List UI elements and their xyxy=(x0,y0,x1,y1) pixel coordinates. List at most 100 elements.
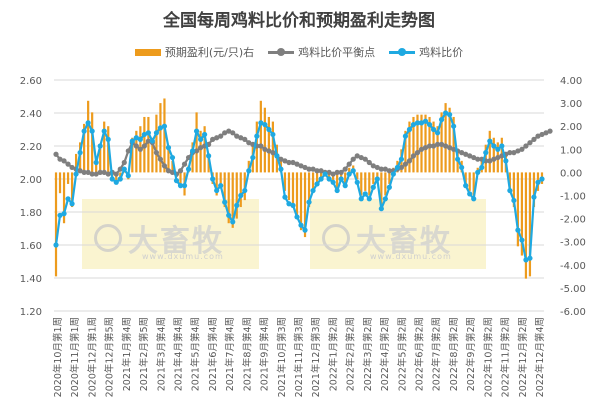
price-point xyxy=(101,128,107,134)
profit-bar xyxy=(215,172,218,196)
balance-point xyxy=(338,169,344,175)
profit-bar xyxy=(380,172,383,208)
balance-point xyxy=(141,143,147,149)
price-point xyxy=(374,176,380,182)
legend-item-balance[interactable]: 鸡料比价平衡点 xyxy=(268,44,375,60)
price-point xyxy=(222,199,228,205)
balance-point xyxy=(418,146,425,152)
legend-swatch-profit xyxy=(134,48,161,56)
balance-point xyxy=(161,163,168,169)
price-point xyxy=(507,187,513,194)
legend-item-price[interactable]: 鸡料比价 xyxy=(389,44,463,60)
right-axis-tick-label: -5.00 xyxy=(560,284,586,295)
price-point xyxy=(386,184,392,190)
x-axis-tick-label: 2022年2月第2周 xyxy=(345,317,357,391)
price-point xyxy=(113,179,119,185)
price-point xyxy=(406,126,413,133)
price-point xyxy=(262,121,268,128)
right-axis-tick-label: 3.00 xyxy=(560,99,582,110)
x-axis-tick-label: 2022年12月第4周 xyxy=(534,317,546,397)
price-point xyxy=(487,138,493,144)
balance-point xyxy=(463,151,469,157)
balance-point xyxy=(226,128,232,134)
profit-bar xyxy=(311,172,315,191)
profit-bar xyxy=(147,116,150,173)
x-axis-tick-label: 2021年7月第4周 xyxy=(224,317,236,391)
balance-point xyxy=(471,154,477,161)
price-point xyxy=(463,183,469,189)
profit-bar xyxy=(299,172,303,231)
x-axis-tick-label: 2021年11月第3周 xyxy=(293,317,305,397)
price-point xyxy=(334,187,340,194)
price-point xyxy=(346,171,352,177)
balance-point xyxy=(434,141,441,147)
price-point xyxy=(455,156,461,162)
profit-bar xyxy=(291,172,295,208)
balance-point xyxy=(523,143,529,149)
price-point xyxy=(133,135,139,141)
profit-bar xyxy=(508,172,511,191)
balance-point xyxy=(358,154,364,161)
right-axis-tick-label: -4.00 xyxy=(560,261,586,272)
price-point xyxy=(459,164,465,171)
profit-bar xyxy=(420,114,423,173)
profit-bar xyxy=(115,172,118,184)
price-point xyxy=(350,168,356,174)
price-point xyxy=(354,179,360,185)
watermark-logo-right: 大畜牧 xyxy=(322,216,452,260)
profit-bar xyxy=(167,149,170,173)
profit-bar xyxy=(412,116,415,173)
balance-point xyxy=(282,158,288,164)
profit-bar xyxy=(492,137,495,173)
left-axis-tick-label: 1.20 xyxy=(20,307,42,318)
balance-point xyxy=(105,171,111,177)
price-point xyxy=(302,227,308,233)
price-point xyxy=(531,194,537,200)
balance-point xyxy=(370,163,376,169)
price-point xyxy=(141,131,147,138)
profit-bar xyxy=(83,123,86,173)
balance-point xyxy=(414,150,421,156)
price-point xyxy=(161,123,168,129)
watermark-circle-icon xyxy=(94,224,122,252)
balance-point xyxy=(531,136,537,142)
profit-bar xyxy=(528,172,532,277)
price-point xyxy=(338,176,344,182)
balance-point xyxy=(402,161,409,167)
profit-bar xyxy=(87,100,90,173)
price-point xyxy=(129,138,135,144)
x-axis-tick-label: 2021年1月第4周 xyxy=(121,317,133,391)
profit-bar xyxy=(524,172,528,279)
profit-bar xyxy=(231,172,234,228)
price-point xyxy=(278,166,284,172)
price-point xyxy=(414,120,421,126)
right-axis-tick-label: 2.00 xyxy=(560,122,582,133)
balance-point xyxy=(515,148,521,154)
price-point xyxy=(214,187,220,194)
balance-point xyxy=(157,156,164,162)
profit-bar xyxy=(267,116,270,173)
x-axis-tick-label: 2022年8月第2周 xyxy=(448,317,460,391)
x-axis-tick-label: 2022年11月第2周 xyxy=(500,317,512,397)
legend-label-price: 鸡料比价 xyxy=(419,46,464,59)
x-axis-tick-label: 2021年6月第4周 xyxy=(207,317,219,391)
x-axis-tick-label: 2021年5月第4周 xyxy=(190,317,202,391)
price-point xyxy=(77,150,83,156)
price-point xyxy=(274,153,280,159)
profit-bar xyxy=(319,172,323,178)
price-point xyxy=(93,159,99,166)
balance-point xyxy=(294,161,300,167)
profit-bar xyxy=(151,137,154,173)
balance-point xyxy=(133,143,139,149)
legend-item-profit[interactable]: 预期盈利(元/只)右 xyxy=(134,44,254,60)
x-axis-tick-label: 2020年12月第1周 xyxy=(86,317,98,397)
price-point xyxy=(342,183,348,189)
profit-bar xyxy=(416,114,419,173)
profit-bar xyxy=(135,130,138,173)
right-axis-tick-label: -6.00 xyxy=(560,307,586,318)
balance-point xyxy=(290,159,296,166)
profit-bar xyxy=(263,107,266,173)
x-axis-tick-label: 2022年1月第2周 xyxy=(327,317,339,391)
price-point xyxy=(418,120,425,126)
price-point xyxy=(306,199,312,205)
